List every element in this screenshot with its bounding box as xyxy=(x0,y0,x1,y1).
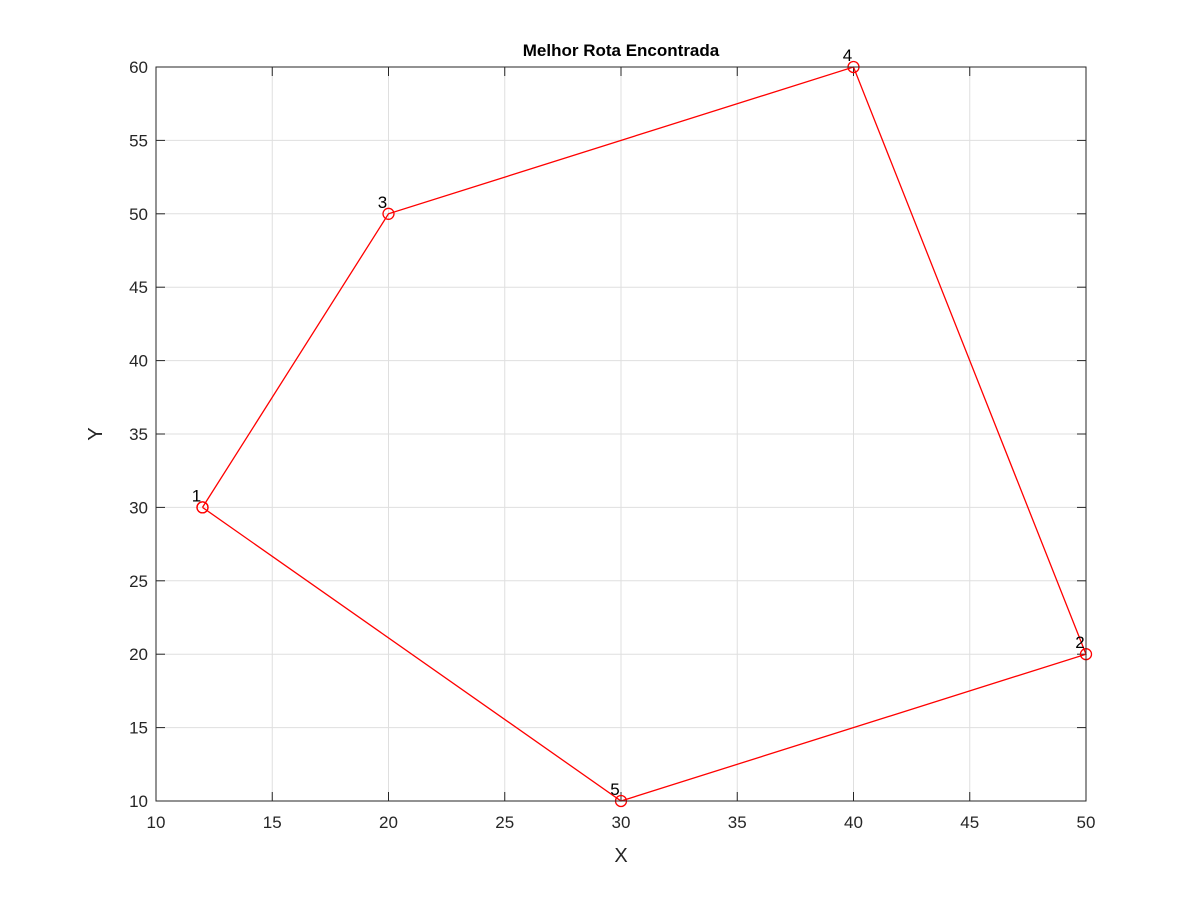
x-tick-label: 40 xyxy=(844,813,863,832)
axes-box xyxy=(155,66,1087,802)
x-tick-label: 10 xyxy=(147,813,166,832)
point-label: 3 xyxy=(378,193,387,212)
route-point-marker xyxy=(382,207,395,220)
x-tick-label: 20 xyxy=(379,813,398,832)
y-tick-label: 50 xyxy=(129,205,148,224)
y-tick-label: 25 xyxy=(129,572,148,591)
chart-title: Melhor Rota Encontrada xyxy=(523,41,720,60)
y-tick-label: 60 xyxy=(129,58,148,77)
y-tick-label: 55 xyxy=(129,131,148,150)
x-tick-label: 25 xyxy=(495,813,514,832)
point-label: 5 xyxy=(610,780,619,799)
x-tick-label: 30 xyxy=(612,813,631,832)
y-tick-label: 30 xyxy=(129,498,148,517)
point-label: 2 xyxy=(1075,633,1084,652)
point-label: 4 xyxy=(843,46,852,65)
x-tick-label: 50 xyxy=(1077,813,1096,832)
x-tick-label: 15 xyxy=(263,813,282,832)
y-tick-label: 15 xyxy=(129,719,148,738)
x-tick-label: 45 xyxy=(960,813,979,832)
route-point-marker xyxy=(196,501,209,514)
y-tick-label: 45 xyxy=(129,278,148,297)
y-tick-label: 35 xyxy=(129,425,148,444)
point-labels: 1 3 4 2 5 xyxy=(192,46,1085,799)
y-tick-label: 20 xyxy=(129,645,148,664)
y-tick-label: 40 xyxy=(129,352,148,371)
x-tick-label: 35 xyxy=(728,813,747,832)
route-line xyxy=(201,66,1087,802)
x-axis-label: X xyxy=(614,845,627,867)
y-axis-label: Y xyxy=(85,427,107,440)
point-label: 1 xyxy=(192,486,201,505)
y-tick-label: 10 xyxy=(129,792,148,811)
